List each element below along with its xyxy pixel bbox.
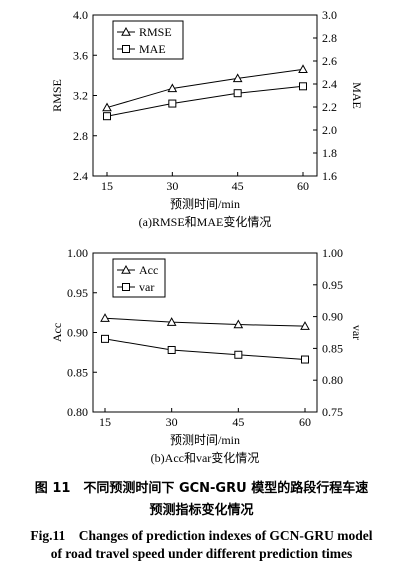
data-point-var [101, 334, 109, 343]
x-axis-label: 预测时间/min [170, 197, 240, 211]
x-tick-label: 15 [99, 415, 111, 429]
x-tick-label: 45 [232, 415, 244, 429]
legend-label-rmse: RMSE [139, 25, 172, 39]
y-left-tick-label: 3.2 [73, 89, 88, 103]
data-point-mae [103, 112, 111, 121]
data-point-acc [166, 317, 177, 326]
y-left-tick-label: 0.90 [67, 326, 88, 340]
y-left-tick-label: 3.6 [73, 48, 88, 62]
legend-marker-var [122, 283, 130, 291]
y-left-tick-label: 4.0 [73, 8, 88, 22]
figure-caption-cn-line2: 预测指标变化情况 [149, 503, 254, 518]
y-right-tick-label: 1.8 [322, 146, 337, 160]
series-line-var [104, 338, 306, 361]
data-point-mae [168, 99, 177, 108]
y-left-tick-label: 1.00 [67, 246, 88, 260]
chart-subtitle: (b)Acc和var变化情况 [151, 450, 260, 465]
figure-caption-en-line1: Fig.11 Changes of prediction indexes of … [30, 528, 373, 543]
y-right-tick-label: 1.00 [322, 246, 343, 260]
data-point-rmse [167, 83, 178, 93]
y-right-tick-label: 2.0 [322, 123, 337, 137]
x-axis-label: 预测时间/min [170, 433, 240, 447]
x-tick-label: 30 [166, 179, 178, 193]
y-left-tick-label: 0.85 [67, 365, 88, 379]
legend-label-var: var [139, 280, 154, 294]
y-right-tick-label: 2.6 [322, 54, 337, 68]
y-right-axis-label: var [350, 325, 364, 340]
data-point-rmse [298, 64, 308, 74]
data-point-acc [100, 313, 110, 322]
data-point-var [167, 345, 176, 354]
series-line-acc [104, 317, 306, 327]
y-left-tick-label: 0.80 [67, 405, 88, 419]
y-left-tick-label: 2.4 [73, 169, 88, 183]
y-right-tick-label: 2.8 [322, 31, 337, 45]
y-left-tick-label: 2.8 [73, 129, 88, 143]
legend-label-acc: Acc [139, 263, 158, 277]
data-point-var [234, 350, 243, 359]
x-tick-label: 30 [166, 415, 178, 429]
y-right-tick-label: 1.6 [322, 169, 337, 183]
y-right-tick-label: 0.75 [322, 405, 343, 419]
legend-label-mae: MAE [139, 42, 166, 56]
data-point-var [301, 355, 309, 364]
legend-marker-acc [121, 264, 131, 274]
data-point-mae [233, 89, 242, 98]
y-left-axis-label: RMSE [50, 79, 64, 112]
legend-marker-rmse [121, 26, 131, 36]
y-right-tick-label: 0.95 [322, 278, 343, 292]
y-right-tick-label: 0.85 [322, 341, 343, 355]
y-right-tick-label: 2.4 [322, 77, 337, 91]
y-right-tick-label: 0.90 [322, 310, 343, 324]
x-tick-label: 45 [232, 179, 244, 193]
data-point-mae [299, 82, 307, 91]
data-point-acc [300, 321, 310, 330]
data-point-rmse [232, 73, 243, 83]
chart-acc-var: 15 30 45 60 0.80 0.85 0.90 0.95 1.00 0.75 0.80 0.85… [50, 246, 364, 465]
y-left-tick-label: 0.95 [67, 286, 88, 300]
x-tick-label: 60 [299, 415, 311, 429]
x-tick-label: 60 [297, 179, 309, 193]
data-point-acc [233, 319, 244, 329]
series-line-rmse [106, 68, 304, 109]
series-line-mae [106, 85, 304, 117]
y-left-axis-label: Acc [50, 323, 64, 342]
data-point-rmse [102, 102, 112, 112]
figure-caption-en-line2: of road travel speed under different pre… [50, 546, 353, 561]
chart-rmse-mae: 15 30 45 60 2.4 2.8 3.2 3.6 4.0 1.6 1.8 2.0 2.2 2.4 2.… [50, 8, 364, 229]
legend-marker-mae [122, 45, 130, 53]
legend-box [112, 258, 166, 298]
figure-caption-cn-line1: 图 11 不同预测时间下 GCN-GRU 模型的路段行程车速 [34, 481, 369, 496]
y-right-tick-label: 0.80 [322, 373, 343, 387]
y-right-axis-label: MAE [350, 82, 364, 109]
x-tick-label: 15 [101, 179, 113, 193]
y-right-tick-label: 2.2 [322, 100, 337, 114]
chart-subtitle: (a)RMSE和MAE变化情况 [139, 214, 272, 229]
y-right-tick-label: 3.0 [322, 8, 337, 22]
